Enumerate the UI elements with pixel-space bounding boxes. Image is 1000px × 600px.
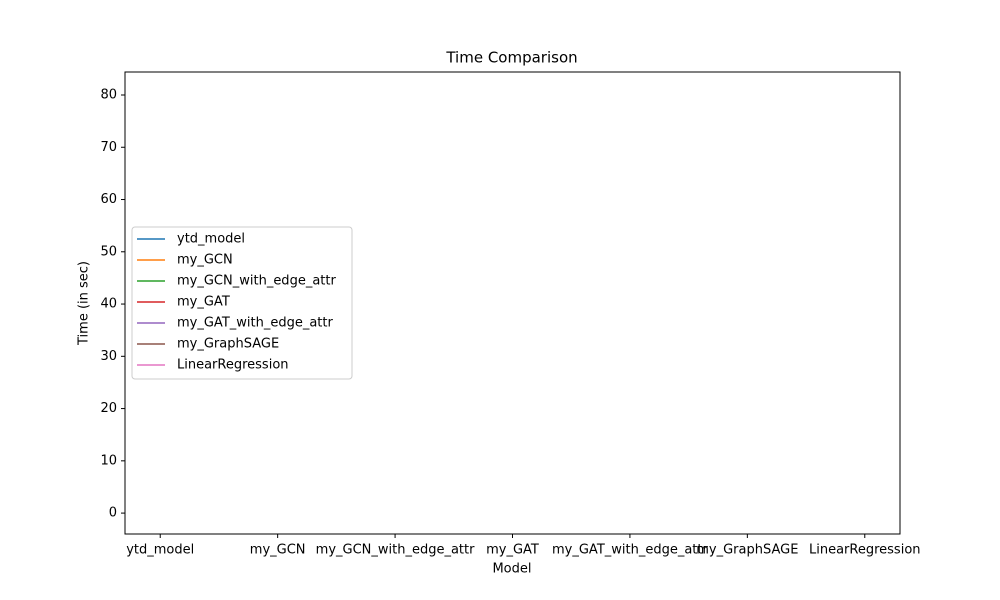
legend-label: my_GCN_with_edge_attr (177, 274, 336, 289)
chart-title: Time Comparison (445, 49, 577, 67)
x-axis-label: Model (492, 562, 531, 577)
x-tick-label: ytd_model (126, 543, 194, 558)
x-tick-label: my_GCN_with_edge_attr (316, 543, 475, 558)
y-tick-label: 10 (100, 453, 117, 468)
y-tick-label: 20 (100, 401, 117, 416)
x-tick-label: my_GAT (486, 543, 539, 558)
legend-box (131, 226, 353, 380)
x-tick-label: my_GAT_with_edge_attr (552, 543, 708, 558)
legend-label: my_GAT (177, 295, 230, 310)
legend-label: my_GraphSAGE (177, 337, 279, 352)
y-tick-label: 70 (100, 140, 117, 155)
legend-label: ytd_model (177, 232, 245, 247)
x-tick-label: my_GraphSAGE (696, 543, 798, 558)
plot-frame (124, 71, 901, 535)
y-tick-label: 0 (109, 506, 117, 521)
y-axis-label: Time (in sec) (77, 261, 92, 346)
x-tick-label: my_GCN (250, 543, 306, 558)
x-tick-label: LinearRegression (809, 543, 921, 558)
legend-label: my_GCN (177, 253, 233, 268)
legend-label: LinearRegression (177, 358, 289, 373)
y-tick-label: 60 (100, 192, 117, 207)
y-tick-label: 80 (100, 87, 117, 102)
legend-label: my_GAT_with_edge_attr (177, 316, 333, 331)
y-tick-label: 50 (100, 244, 117, 259)
y-tick-label: 40 (100, 297, 117, 312)
y-tick-label: 30 (100, 349, 117, 364)
